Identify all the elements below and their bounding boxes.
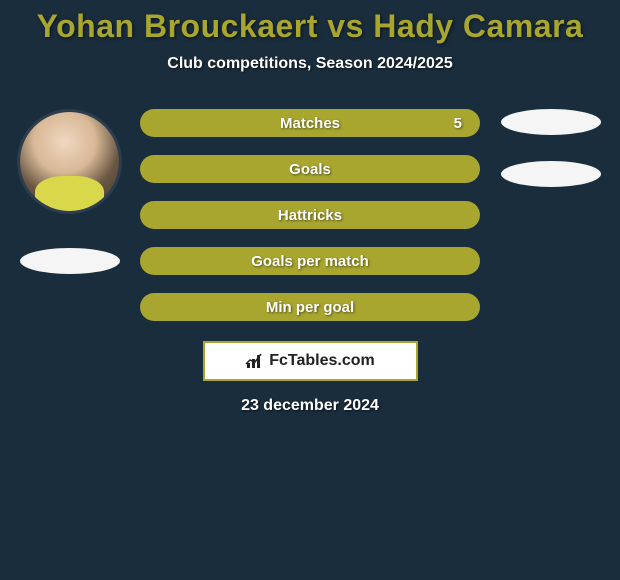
stat-label: Min per goal (266, 299, 354, 316)
player-left-avatar[interactable] (17, 109, 122, 214)
stat-bar-goals-per-match: Goals per match (140, 247, 480, 275)
brand-box[interactable]: FcTables.com (203, 341, 418, 381)
page-title: Yohan Brouckaert vs Hady Camara (0, 8, 620, 45)
brand-label: FcTables.com (269, 352, 375, 370)
comparison-widget: Yohan Brouckaert vs Hady Camara Club com… (0, 0, 620, 415)
stat-bar-hattricks: Hattricks (140, 201, 480, 229)
player-left-name-placeholder (20, 248, 120, 274)
subtitle: Club competitions, Season 2024/2025 (0, 55, 620, 73)
player-right-avatar-placeholder (501, 109, 601, 135)
chart-icon (245, 353, 265, 369)
stat-value: 5 (454, 115, 462, 132)
comparison-row: Matches 5 Goals Hattricks Goals per matc… (0, 109, 620, 321)
stat-label: Hattricks (278, 207, 342, 224)
player-right-name-placeholder (501, 161, 601, 187)
stat-label: Matches (280, 115, 340, 132)
stat-bar-matches: Matches 5 (140, 109, 480, 137)
player-right-column (498, 109, 603, 187)
stat-label: Goals per match (251, 253, 369, 270)
stat-bar-min-per-goal: Min per goal (140, 293, 480, 321)
stat-label: Goals (289, 161, 331, 178)
player-left-column (17, 109, 122, 274)
date-label: 23 december 2024 (0, 397, 620, 415)
stats-column: Matches 5 Goals Hattricks Goals per matc… (140, 109, 480, 321)
stat-bar-goals: Goals (140, 155, 480, 183)
player-right-placeholders (501, 109, 601, 187)
